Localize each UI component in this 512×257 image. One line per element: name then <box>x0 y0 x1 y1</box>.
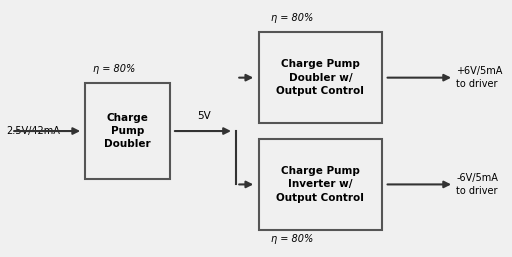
Text: Charge Pump
Inverter w/
Output Control: Charge Pump Inverter w/ Output Control <box>276 166 365 203</box>
Text: +6V/5mA
to driver: +6V/5mA to driver <box>456 67 503 89</box>
Text: Charge
Pump
Doubler: Charge Pump Doubler <box>104 113 151 149</box>
Text: η = 80%: η = 80% <box>271 234 313 244</box>
Text: η = 80%: η = 80% <box>271 13 313 23</box>
FancyBboxPatch shape <box>259 32 382 123</box>
Text: -6V/5mA
to driver: -6V/5mA to driver <box>456 173 498 196</box>
FancyBboxPatch shape <box>86 83 169 179</box>
FancyBboxPatch shape <box>259 139 382 230</box>
Text: 2.5V/42mA: 2.5V/42mA <box>6 126 60 136</box>
Text: 5V: 5V <box>197 111 211 121</box>
Text: Charge Pump
Doubler w/
Output Control: Charge Pump Doubler w/ Output Control <box>276 59 365 96</box>
Text: η = 80%: η = 80% <box>93 64 135 74</box>
